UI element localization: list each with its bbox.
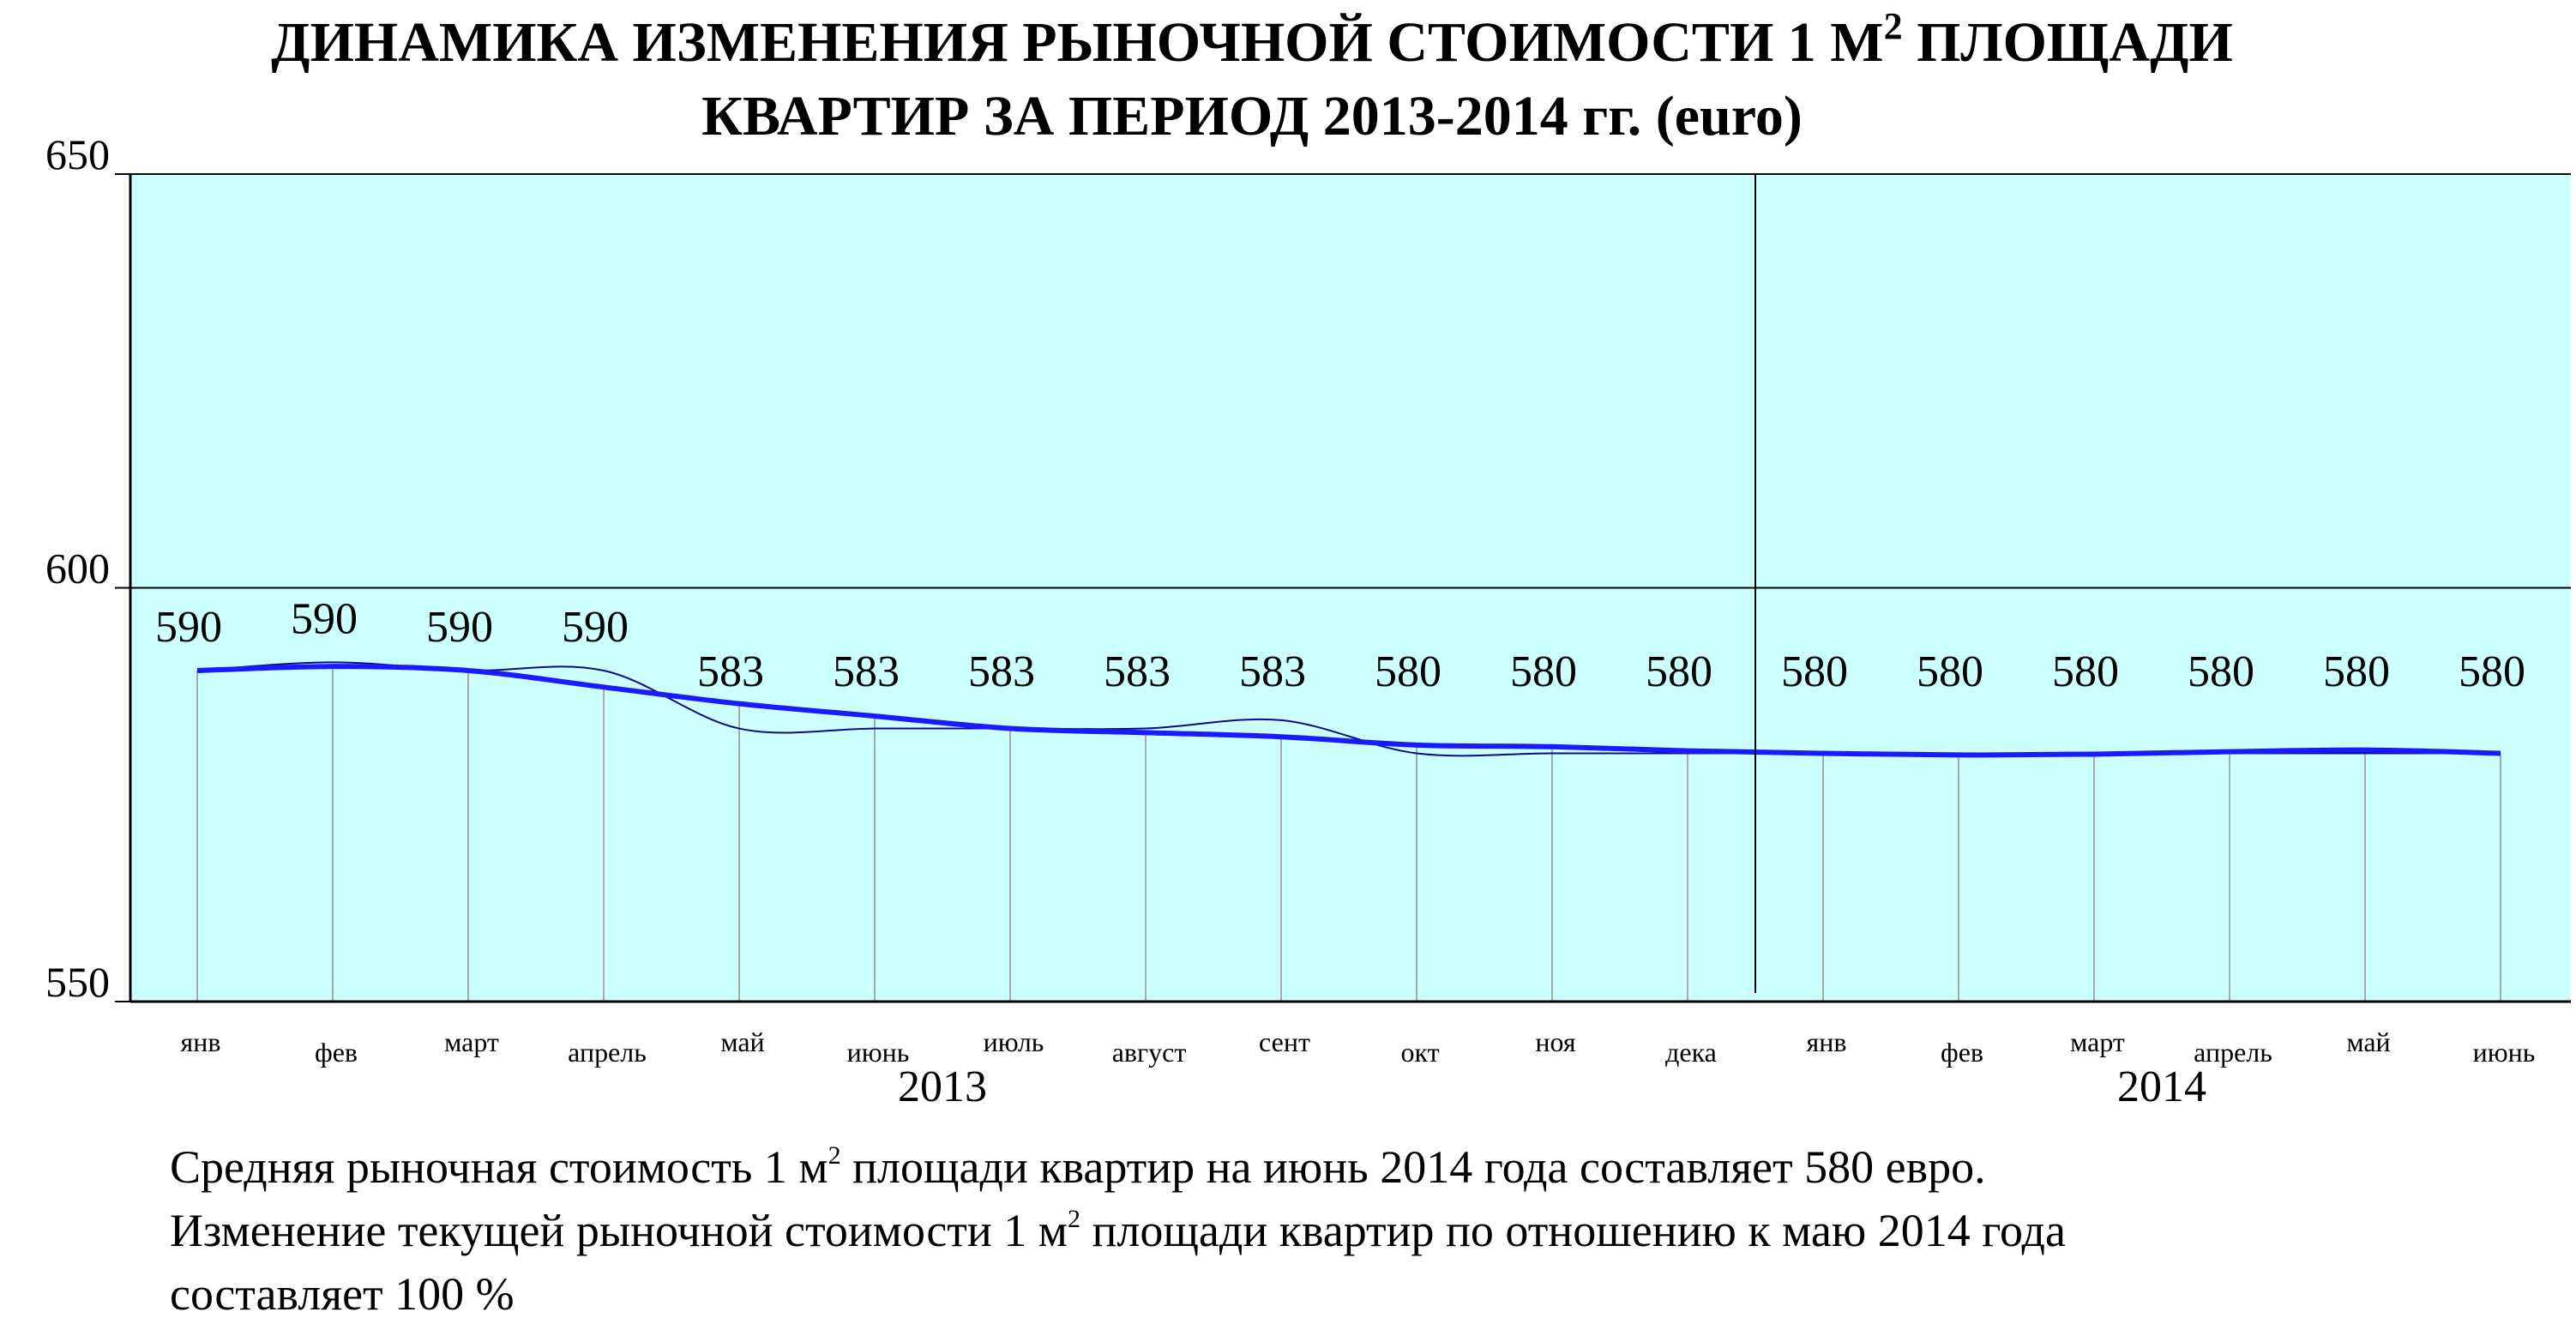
x-tick-label: май	[720, 1026, 764, 1057]
note-text: Изменение текущей рыночной стоимости 1 м	[170, 1205, 1068, 1256]
x-tick-label: июнь	[847, 1037, 910, 1068]
line-chart: 550 600 650 янв фев март апрель май июнь июль авгу…	[45, 130, 2571, 1111]
data-label: 590	[291, 594, 358, 643]
series-line-2	[196, 664, 2501, 758]
x-tick-label: дека	[1665, 1037, 1717, 1068]
data-label: 583	[968, 647, 1035, 696]
title-text: ДИНАМИКА ИЗМЕНЕНИЯ РЫНОЧНОЙ СТОИМОСТИ 1 …	[271, 11, 1884, 74]
note-text-end: площади квартир на июнь 2014 года состав…	[840, 1141, 1986, 1193]
data-label: 580	[1917, 647, 1983, 696]
data-label: 590	[562, 603, 629, 652]
data-label: 583	[697, 647, 764, 696]
x-tick-label: сент	[1259, 1026, 1310, 1057]
series-lines	[196, 661, 2501, 758]
x-tick-label: апрель	[2194, 1037, 2272, 1068]
x-tick-label: август	[1112, 1037, 1187, 1068]
y-tick-label: 650	[45, 130, 110, 178]
x-tick-label: март	[2070, 1026, 2125, 1057]
note-text-end: площади квартир по отношению к маю 2014 …	[1080, 1205, 2066, 1256]
title-superscript: 2	[1883, 5, 1903, 47]
note-text: Средняя рыночная стоимость 1 м	[170, 1141, 828, 1193]
x-tick-label: фев	[315, 1037, 358, 1068]
data-label: 580	[2052, 647, 2119, 696]
x-tick-label: май	[2346, 1026, 2390, 1057]
y-tick-label: 550	[45, 958, 110, 1006]
data-label: 583	[1239, 647, 1306, 696]
data-label: 580	[2459, 647, 2525, 696]
data-label: 580	[1646, 647, 1712, 696]
data-label: 580	[1510, 647, 1577, 696]
y-tick-label: 600	[45, 545, 110, 593]
x-tick-label: янв	[1807, 1026, 1847, 1057]
x-tick-label: ноя	[1535, 1026, 1576, 1057]
chart-title-line-2: КВАРТИР ЗА ПЕРИОД 2013-2014 гг. (euro)	[701, 85, 1803, 147]
data-label: 580	[2323, 647, 2390, 696]
data-label: 580	[1375, 647, 1441, 696]
note-superscript: 2	[1067, 1205, 1080, 1233]
axes	[129, 174, 2571, 1003]
data-label: 583	[1104, 647, 1171, 696]
chart-title-line-1: ДИНАМИКА ИЗМЕНЕНИЯ РЫНОЧНОЙ СТОИМОСТИ 1 …	[0, 8, 2504, 77]
data-label: 590	[426, 603, 493, 652]
x-tick-label: июль	[984, 1026, 1044, 1057]
data-label: 580	[2188, 647, 2254, 696]
x-tick-label: март	[444, 1026, 499, 1057]
data-label: 580	[1781, 647, 1848, 696]
chart-labels: 550 600 650 янв фев март апрель май июнь июль авгу…	[45, 130, 2535, 1111]
x-tick-label: фев	[1941, 1037, 1983, 1068]
x-tick-label: апрель	[568, 1037, 647, 1068]
x-tick-label: июнь	[2473, 1037, 2536, 1068]
note-superscript: 2	[828, 1141, 841, 1170]
data-label: 583	[833, 647, 900, 696]
drop-lines	[196, 666, 2501, 1002]
note-line-2: Изменение текущей рыночной стоимости 1 м…	[170, 1201, 2066, 1261]
data-label: 590	[155, 603, 222, 652]
note-line-1: Средняя рыночная стоимость 1 м2 площади …	[170, 1137, 1986, 1197]
x-tick-label: окт	[1400, 1037, 1439, 1068]
title-text-end: ПЛОЩАДИ	[1902, 11, 2233, 74]
year-label-2013: 2013	[898, 1062, 987, 1111]
note-line-3: составляет 100 %	[170, 1268, 515, 1320]
year-label-2014: 2014	[2117, 1062, 2206, 1111]
x-tick-label: янв	[181, 1026, 221, 1057]
